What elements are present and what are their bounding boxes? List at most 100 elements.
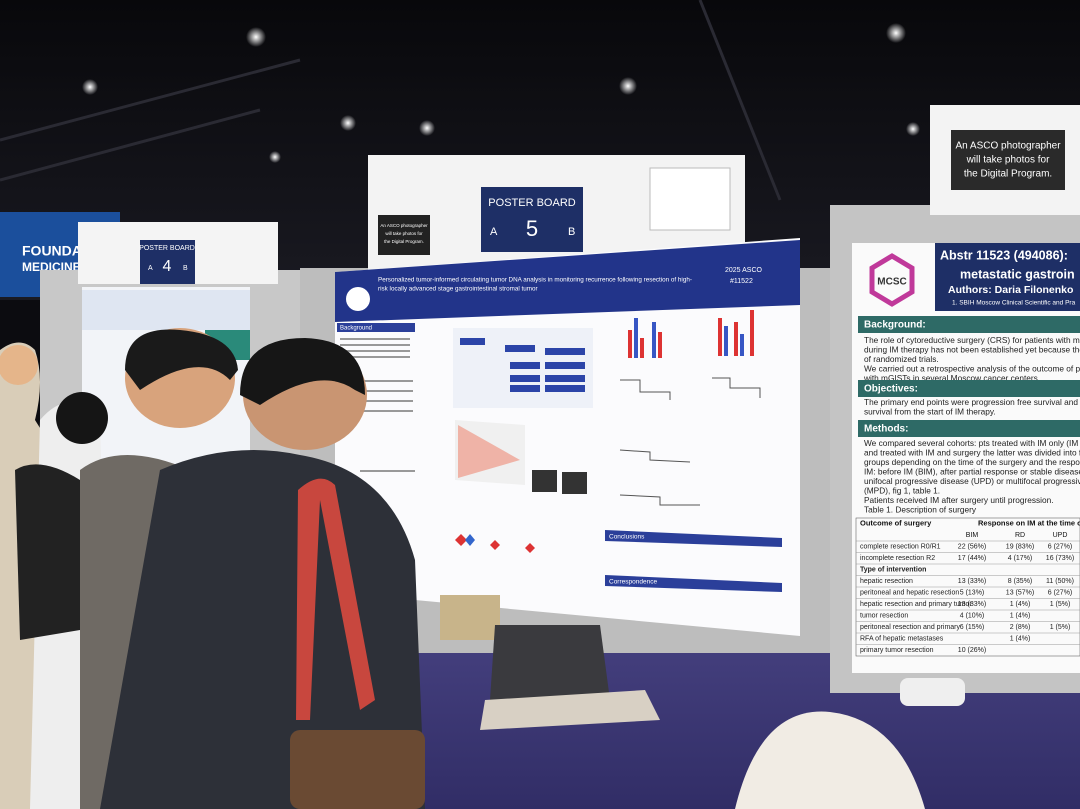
mcsc-logo-text: MCSC: [877, 277, 906, 288]
table-cell: 13 (57%): [1006, 590, 1034, 597]
section-bar: [858, 380, 1080, 397]
board-number-box: [481, 187, 583, 252]
table-cell: 1 (4%): [1010, 601, 1031, 608]
section-heading: Background:: [864, 320, 926, 331]
right-affiliation: 1. SBIH Moscow Clinical Scientific and P…: [952, 300, 1076, 307]
board-number-box: [140, 240, 195, 284]
text-line: with mGISTs in several Moscow cancer cen…: [863, 373, 1040, 383]
section-heading: Correspondence: [609, 579, 657, 586]
objectives-text: The primary end points were progression …: [864, 397, 1080, 417]
ct-image: [562, 472, 587, 494]
left-poster-header: [82, 290, 250, 330]
section-bar: [605, 575, 782, 592]
mcsc-logo: [869, 253, 915, 307]
poster-title-bar: [335, 240, 800, 322]
notice-text: will take photos for: [966, 155, 1050, 166]
table-header: Outcome of surgery: [860, 519, 932, 528]
board-number: 5: [526, 216, 538, 241]
poster-title: risk locally advanced stage gastrointest…: [378, 286, 538, 293]
table-row-label: incomplete resection R2: [860, 555, 935, 562]
table-cell: 19 (83%): [1006, 544, 1034, 551]
km-curves: [620, 377, 761, 400]
table-cell: 2 (8%): [1010, 624, 1031, 631]
right-authors: Authors: Daria Filonenko: [948, 284, 1073, 296]
section-heading: Methods:: [864, 424, 908, 435]
right-poster: [852, 243, 1080, 673]
table-row-label: peritoneal and hepatic resection: [860, 590, 959, 597]
text-line: IM: before IM (BIM), after partial respo…: [864, 467, 1080, 477]
background-text: The role of cytoreductive surgery (CRS) …: [863, 335, 1080, 383]
table-cell: 1 (5%): [1050, 601, 1071, 608]
board-letter: B: [183, 265, 188, 272]
poster-id: #11522: [730, 278, 753, 285]
board-letter: A: [490, 226, 498, 238]
table-cell: 1 (4%): [1010, 636, 1031, 643]
text-line: survival from the start of IM therapy.: [864, 407, 996, 417]
flow-boxes: [460, 338, 585, 392]
table-cell: 11 (50%): [1046, 578, 1074, 585]
section-bar: [337, 323, 415, 332]
board-letter: A: [148, 265, 153, 272]
table-row-label: peritoneal resection and primary: [860, 624, 960, 631]
table-cell: 17 (44%): [958, 555, 986, 562]
board-number: 4: [163, 258, 172, 275]
text-line: Patients received IM after surgery until…: [864, 495, 1054, 505]
section-heading: Background: [340, 326, 372, 332]
table-column: BIM: [966, 532, 979, 539]
photo-notice: [951, 130, 1065, 190]
banner-text: FOUNDA: [22, 243, 82, 259]
board-label: POSTER BOARD: [488, 197, 575, 209]
text-line: We compared several cohorts: pts treated…: [864, 438, 1080, 448]
board-letter: B: [568, 226, 575, 238]
mutation-icons: [455, 534, 535, 553]
text-line: Table 1. Description of surgery: [864, 505, 977, 515]
text-line: during IM therapy has not been establish…: [864, 345, 1080, 355]
section-bar: [858, 316, 1080, 333]
poster-logo: [346, 287, 370, 311]
table-cell: 13 (33%): [958, 601, 986, 608]
notice-text: the Digital Program.: [964, 169, 1052, 180]
table-cell: 6 (27%): [1048, 544, 1073, 551]
poster-text-lines: [340, 338, 415, 472]
section-bar: [858, 420, 1080, 437]
section-heading: Objectives:: [864, 384, 918, 395]
notice-text: An ASCO photographer: [380, 223, 428, 228]
surgery-table: Outcome of surgery Response on IM at the …: [855, 517, 1080, 657]
methods-text: We compared several cohorts: pts treated…: [864, 438, 1080, 515]
poster-title: Personalized tumor-informed circulating …: [378, 277, 692, 284]
table-cell: 1 (4%): [1010, 613, 1031, 620]
ceiling-lights: [82, 23, 920, 163]
table-cell: 1 (5%): [1050, 624, 1071, 631]
text-line: The primary end points were progression …: [864, 397, 1080, 407]
text-line: We carried out a retrospective analysis …: [864, 364, 1080, 374]
table-row-label: complete resection R0/R1: [860, 544, 941, 551]
text-line: and treated with IM and surgery the latt…: [864, 448, 1080, 458]
bar-figures: [628, 310, 754, 358]
table-row-label: Type of intervention: [860, 567, 926, 574]
section-heading: Conclusions: [609, 534, 645, 541]
table-cell: 6 (15%): [960, 624, 985, 631]
notice-text: will take photos for: [385, 231, 423, 236]
table-column: RD: [1015, 532, 1025, 539]
trusses: [0, 0, 782, 201]
table-row-label: hepatic resection: [860, 578, 913, 585]
table-column: UPD: [1053, 532, 1068, 539]
text-line: groups depending on the time of the surg…: [864, 457, 1080, 467]
table-row-label: tumor resection: [860, 613, 908, 620]
poster-meeting: 2025 ASCO: [725, 267, 763, 274]
table-row-label: hepatic resection and primary tumor: [860, 601, 972, 608]
table-cell: 8 (35%): [1008, 578, 1033, 585]
text-line: of randomized trials.: [864, 354, 939, 364]
table-cell: 22 (56%): [958, 544, 986, 551]
table-row-label: primary tumor resection: [860, 647, 934, 654]
right-title: Abstr 11523 (494086):: [940, 248, 1068, 262]
sign-sheet: [649, 167, 731, 231]
table-cell: 6 (27%): [1048, 590, 1073, 597]
table-header: Response on IM at the time of: [978, 519, 1080, 528]
table-row-label: RFA of hepatic metastases: [860, 636, 944, 643]
right-title: metastatic gastroin: [960, 267, 1075, 281]
km-curves: [619, 449, 700, 506]
table-cell: 13 (33%): [958, 578, 986, 585]
section-bar: [605, 530, 782, 547]
